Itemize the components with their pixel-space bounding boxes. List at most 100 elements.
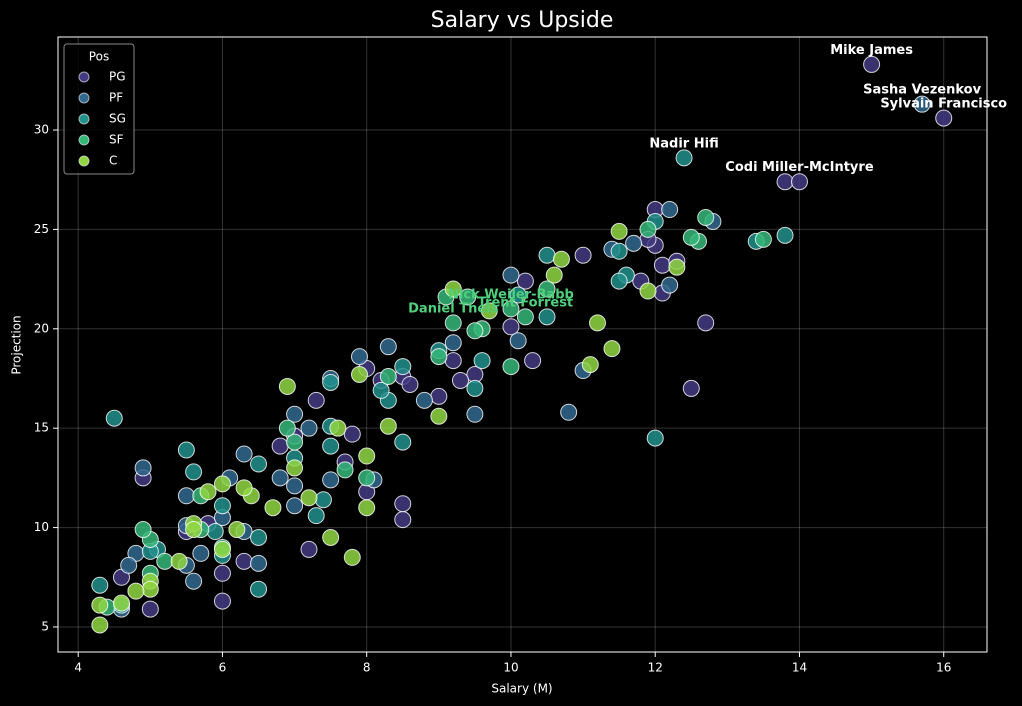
point xyxy=(322,471,340,489)
x-tick-label: 6 xyxy=(219,661,227,675)
point xyxy=(213,497,231,515)
point xyxy=(228,521,246,539)
point xyxy=(625,234,643,252)
point xyxy=(307,507,325,525)
point xyxy=(639,282,657,300)
point xyxy=(776,173,794,191)
point xyxy=(401,375,419,393)
point xyxy=(120,556,138,574)
chart-title: Salary vs Upside xyxy=(431,8,614,33)
x-tick-label: 4 xyxy=(74,661,82,675)
point xyxy=(286,433,304,451)
point xyxy=(589,314,607,332)
point xyxy=(134,459,152,477)
point xyxy=(466,405,484,423)
point xyxy=(451,371,469,389)
annotation: Mike James xyxy=(830,43,913,58)
point xyxy=(105,409,123,427)
annotation: Nadir Hifi xyxy=(649,136,718,151)
y-tick-label: 5 xyxy=(41,619,49,633)
point xyxy=(516,272,534,290)
point xyxy=(156,552,174,570)
point xyxy=(250,580,268,598)
point xyxy=(610,222,628,240)
point xyxy=(91,616,109,634)
point xyxy=(560,403,578,421)
x-tick-label: 12 xyxy=(648,661,663,675)
point xyxy=(379,417,397,435)
point xyxy=(250,529,268,547)
point xyxy=(329,419,347,437)
point xyxy=(682,228,700,246)
y-tick-label: 10 xyxy=(34,520,49,534)
point xyxy=(134,521,152,539)
x-tick-label: 10 xyxy=(503,661,518,675)
point xyxy=(300,489,318,507)
legend-title: Pos xyxy=(89,50,109,64)
point xyxy=(322,373,340,391)
point xyxy=(394,433,412,451)
y-tick-label: 30 xyxy=(34,123,49,137)
point xyxy=(545,266,563,284)
legend-label: PG xyxy=(109,70,126,84)
point xyxy=(271,469,289,487)
point xyxy=(430,407,448,425)
point xyxy=(697,314,715,332)
point xyxy=(271,437,289,455)
point xyxy=(430,348,448,366)
point xyxy=(250,455,268,473)
point xyxy=(177,487,195,505)
point xyxy=(185,572,203,590)
point xyxy=(235,479,253,497)
point xyxy=(350,366,368,384)
point xyxy=(250,554,268,572)
point xyxy=(170,552,188,570)
point xyxy=(213,540,231,558)
point xyxy=(343,548,361,566)
point xyxy=(350,348,368,366)
legend-label: C xyxy=(109,154,117,168)
point xyxy=(574,246,592,264)
point xyxy=(661,276,679,294)
annotation: Codi Miller-McIntyre xyxy=(725,160,874,175)
point xyxy=(473,352,491,370)
point xyxy=(379,338,397,356)
point xyxy=(177,441,195,459)
point xyxy=(646,429,664,447)
point xyxy=(286,459,304,477)
point xyxy=(394,495,412,513)
x-tick-label: 8 xyxy=(363,661,371,675)
point xyxy=(300,419,318,437)
point xyxy=(754,230,772,248)
point xyxy=(286,477,304,495)
legend-label: SG xyxy=(109,112,126,126)
point xyxy=(358,499,376,517)
point xyxy=(863,55,881,73)
point xyxy=(459,288,477,306)
point xyxy=(430,387,448,405)
point xyxy=(502,300,520,318)
point xyxy=(639,220,657,238)
point xyxy=(502,318,520,336)
point xyxy=(322,437,340,455)
point xyxy=(379,368,397,386)
x-axis-label: Salary (M) xyxy=(491,682,552,696)
point xyxy=(538,280,556,298)
point xyxy=(358,447,376,465)
point xyxy=(935,109,953,127)
point xyxy=(509,286,527,304)
point xyxy=(466,322,484,340)
point xyxy=(372,381,390,399)
point xyxy=(141,580,159,598)
point xyxy=(235,445,253,463)
legend-marker xyxy=(78,134,90,146)
point xyxy=(112,594,130,612)
point xyxy=(509,332,527,350)
point xyxy=(206,523,224,541)
point xyxy=(394,358,412,376)
point xyxy=(610,272,628,290)
legend-label: PF xyxy=(109,91,123,105)
point xyxy=(314,491,332,509)
